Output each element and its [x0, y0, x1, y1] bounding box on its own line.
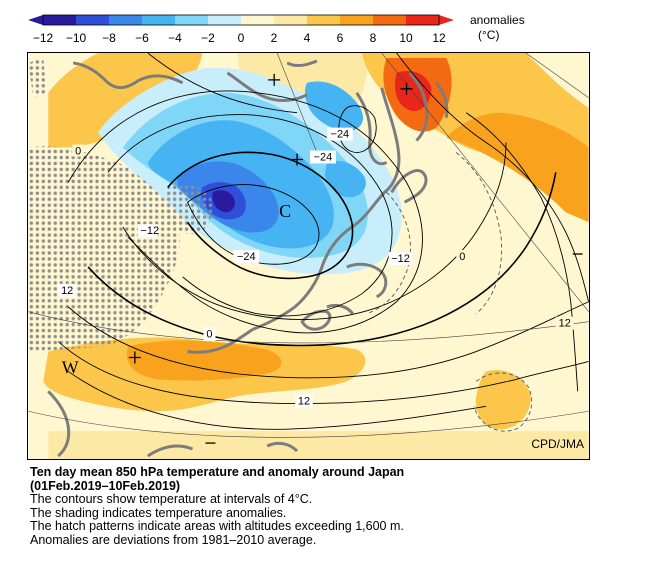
caption-line: The contours show temperature at interva…	[30, 492, 313, 507]
figure-caption: Ten day mean 850 hPa temperature and ano…	[30, 465, 630, 548]
caption-date-range: (01Feb.2019–10Feb.2019)	[30, 478, 181, 493]
tick-label: 0	[238, 31, 245, 45]
swatch-11	[373, 15, 406, 25]
high-terrain-hatch	[28, 57, 214, 352]
plus-marker	[268, 73, 281, 86]
contour-label: 12	[61, 285, 73, 297]
colorbar-arrow-left	[28, 15, 43, 25]
swatch-9	[307, 15, 340, 25]
swatch-6	[208, 15, 241, 25]
tick-label: 2	[271, 31, 278, 45]
tick-label: −12	[33, 31, 54, 45]
swatch-7	[241, 15, 274, 25]
tick-label: −4	[168, 31, 182, 45]
tick-label: −8	[102, 31, 116, 45]
swatch-2	[76, 15, 109, 25]
contour-label: 12	[559, 318, 571, 330]
credit-label: CPD/JMA	[531, 437, 584, 451]
caption-line: Anomalies are deviations from 1981–2010 …	[30, 532, 317, 547]
legend-unit: (°C)	[478, 28, 499, 42]
plus-marker	[400, 82, 413, 95]
contour-label: 0	[206, 329, 212, 341]
anomaly-markers	[128, 73, 583, 444]
swatch-1	[43, 15, 76, 25]
temperature-anomaly-map: 0 −24 −24 −24 −12 −12 0 12 12 12 0 C W	[27, 52, 590, 460]
contour-label: 12	[298, 395, 310, 407]
plus-marker	[128, 351, 141, 364]
contour-label: −24	[237, 251, 256, 263]
anomaly-zero-lines	[366, 152, 533, 432]
contour-label: −24	[331, 129, 350, 141]
swatch-4	[142, 15, 175, 25]
tick-label: −2	[201, 31, 215, 45]
plus-marker	[291, 153, 304, 166]
tick-label: 8	[370, 31, 377, 45]
swatch-8	[274, 15, 307, 25]
contour-label: 0	[459, 251, 465, 263]
coastlines	[47, 59, 449, 458]
contour-label: −12	[391, 253, 410, 265]
anomaly-colorbar: −12 −10 −8 −6 −4 −2 0 2 4 6 8 10 12 anom…	[28, 13, 525, 45]
graticule	[28, 53, 589, 438]
tick-label: 12	[432, 31, 446, 45]
tick-label: −10	[66, 31, 87, 45]
tick-label: 6	[337, 31, 344, 45]
caption-line: The hatch patterns indicate areas with a…	[30, 519, 404, 534]
temperature-contours	[57, 53, 589, 430]
swatch-3	[109, 15, 142, 25]
tick-label: 10	[399, 31, 413, 45]
contour-label: 0	[75, 146, 81, 158]
cold-anomaly-areas	[98, 67, 402, 275]
contour-label: −24	[314, 151, 333, 163]
colorbar-arrow-right	[439, 15, 454, 25]
cold-center-marker: C	[279, 201, 291, 221]
legend-title: anomalies	[470, 13, 525, 27]
caption-title: Ten day mean 850 hPa temperature and ano…	[30, 465, 405, 479]
warm-center-marker: W	[62, 357, 79, 377]
swatch-12	[406, 15, 439, 25]
tick-label: 4	[304, 31, 311, 45]
contour-label: −12	[141, 225, 160, 237]
swatch-10	[340, 15, 373, 25]
swatch-5	[175, 15, 208, 25]
tick-label: −6	[135, 31, 149, 45]
caption-line: The shading indicates temperature anomal…	[30, 505, 287, 520]
colorbar-swatches	[28, 14, 454, 26]
